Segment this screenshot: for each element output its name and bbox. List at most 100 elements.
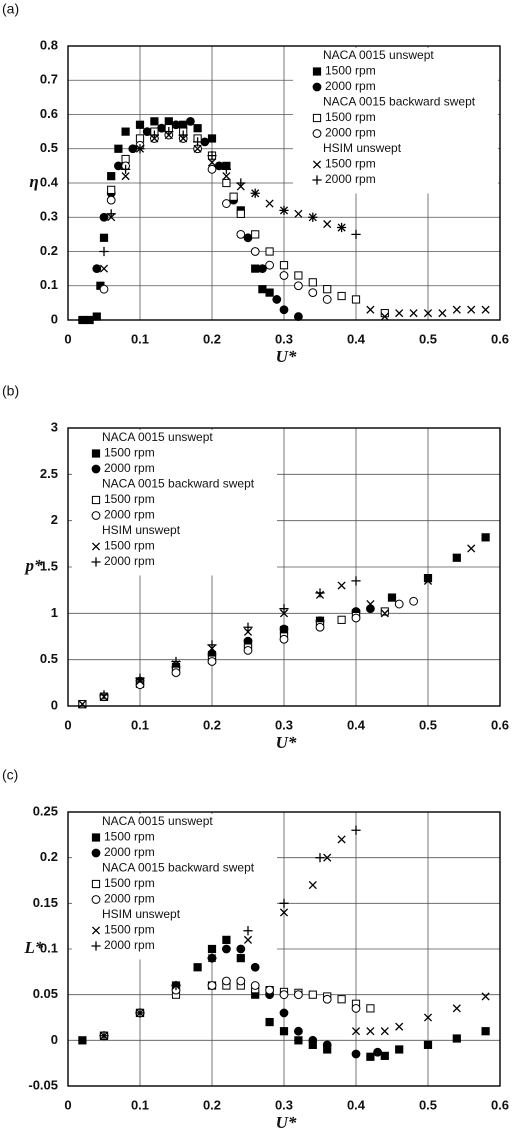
legend-label: 1500 rpm (325, 110, 376, 124)
y-tick-label: 0 (51, 697, 58, 712)
marker (366, 600, 375, 609)
legend-group-title: NACA 0015 unswept (102, 430, 213, 444)
y-tick-label: 0.2 (40, 849, 58, 864)
x-tick-label: 0.1 (131, 717, 149, 732)
x-tick-label: 0.4 (347, 1097, 366, 1112)
marker (99, 212, 109, 222)
marker (91, 926, 101, 935)
marker (243, 233, 253, 243)
legend-label: 1500 rpm (325, 64, 376, 78)
marker (322, 295, 332, 304)
marker (91, 511, 101, 520)
marker (222, 976, 231, 986)
marker (294, 1026, 303, 1036)
marker (323, 285, 332, 294)
marker (387, 593, 397, 602)
x-tick-label: 0 (64, 1097, 71, 1112)
marker (351, 1003, 361, 1013)
marker (99, 690, 109, 700)
marker (279, 898, 289, 908)
x-tick-label: 0.3 (275, 717, 293, 732)
y-tick-label: 3 (51, 419, 58, 434)
marker (279, 624, 289, 634)
marker (481, 533, 490, 542)
marker (423, 576, 433, 585)
marker (243, 935, 253, 944)
legend-label: 1500 rpm (104, 830, 155, 844)
marker (438, 309, 447, 318)
marker (312, 82, 322, 92)
legend-background (72, 430, 277, 576)
marker (236, 209, 245, 218)
legend-label: 2000 rpm (104, 845, 155, 859)
marker (222, 199, 231, 208)
y-axis-label: p* (24, 556, 44, 575)
legend-group-title: NACA 0015 unswept (102, 814, 213, 828)
panel: (a) 0 0.1 0.2 0.3 0.4 0.5 0.6 0.7 0.8 0 0.1 0.2 0.3 0.… (2, 1, 509, 366)
marker (279, 1027, 289, 1036)
marker (279, 1008, 289, 1018)
marker (171, 656, 181, 667)
marker (423, 1040, 433, 1050)
marker (106, 195, 116, 205)
legend-group-title: NACA 0015 backward swept (102, 477, 255, 491)
y-tick-label: -0.05 (28, 1077, 58, 1092)
y-tick-label: 0.1 (40, 277, 58, 292)
y-tick-label: 0.25 (33, 803, 58, 818)
marker (214, 161, 224, 171)
legend-label: 2000 rpm (104, 938, 155, 952)
marker (380, 609, 389, 618)
x-tick-label: 0.3 (275, 331, 293, 346)
marker (121, 172, 130, 181)
marker (323, 220, 332, 229)
marker (251, 264, 260, 273)
marker (265, 288, 274, 297)
marker (207, 151, 217, 161)
plot-points (78, 533, 490, 709)
marker (250, 247, 260, 256)
marker (157, 123, 167, 133)
marker (351, 1049, 361, 1059)
marker (193, 963, 202, 972)
y-tick-label: 0.05 (33, 986, 58, 1001)
marker (315, 588, 325, 598)
marker (279, 908, 289, 917)
marker (236, 976, 246, 986)
marker (92, 312, 101, 321)
x-tick-label: 0.2 (203, 1097, 221, 1112)
marker (207, 158, 217, 167)
marker (207, 164, 217, 174)
marker (337, 995, 346, 1004)
x-tick-label: 0.6 (491, 1097, 509, 1112)
marker (308, 1035, 318, 1045)
marker (308, 881, 317, 890)
legend-label: 2000 rpm (104, 461, 155, 475)
marker (322, 994, 332, 1004)
marker (481, 1027, 490, 1036)
y-tick-label: 0 (51, 311, 58, 326)
x-tick-label: 0.4 (347, 331, 366, 346)
marker (99, 284, 109, 294)
marker (312, 129, 322, 138)
marker (221, 164, 231, 174)
marker (164, 127, 174, 137)
marker (366, 1052, 375, 1061)
y-tick-label: 1.5 (40, 558, 58, 573)
marker (394, 599, 404, 609)
marker (91, 895, 101, 904)
x-tick-label: 0.1 (131, 1097, 149, 1112)
marker (351, 295, 361, 304)
legend-label: 1500 rpm (325, 157, 376, 171)
legend-label: 2000 rpm (104, 892, 155, 906)
legend-label: 2000 rpm (104, 508, 155, 522)
marker (294, 209, 303, 218)
marker (452, 553, 461, 562)
x-tick-label: 0.3 (275, 1097, 293, 1112)
marker (92, 264, 102, 274)
panel: (b) 0 0.5 1 1.5 2 2.5 3 0 0.1 0.2 0.3 0.4 0.5 0.6 NACA … (2, 383, 509, 752)
marker (312, 160, 322, 169)
marker (322, 1040, 332, 1050)
marker (337, 222, 347, 233)
